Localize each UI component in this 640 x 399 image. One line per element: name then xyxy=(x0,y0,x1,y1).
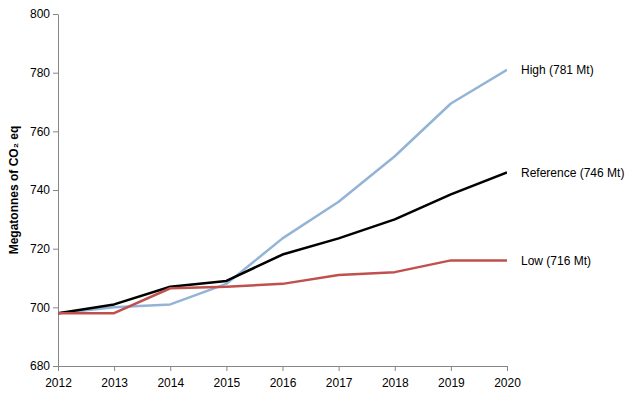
series-label: Reference (746 Mt) xyxy=(521,166,624,180)
tick-mark xyxy=(283,366,284,371)
tick-label: 720 xyxy=(30,242,50,256)
tick: 720 xyxy=(30,242,58,256)
tick: 2017 xyxy=(326,366,353,390)
tick-mark xyxy=(507,366,508,371)
tick-mark xyxy=(53,249,58,250)
tick-mark xyxy=(451,366,452,371)
series-label: High (781 Mt) xyxy=(521,63,594,77)
tick: 2018 xyxy=(382,366,409,390)
tick-mark xyxy=(53,14,58,15)
series-line xyxy=(58,260,507,313)
tick: 2015 xyxy=(214,366,241,390)
tick: 2019 xyxy=(438,366,465,390)
y-axis-title: Megatonnes of CO₂ eq xyxy=(7,126,21,255)
plot: 2012 2013 2014 2015 2016 2017 2018 2019 2020 680 7… xyxy=(30,7,624,390)
tick-mark xyxy=(170,366,171,371)
series-line xyxy=(58,172,507,313)
tick-mark xyxy=(114,366,115,371)
tick-label: 740 xyxy=(30,183,50,197)
tick-label: 2015 xyxy=(214,376,241,390)
tick-label: 2012 xyxy=(45,376,72,390)
tick-label: 2016 xyxy=(270,376,297,390)
tick: 700 xyxy=(30,301,58,315)
series-group xyxy=(58,70,507,313)
tick: 800 xyxy=(30,7,58,21)
tick-mark xyxy=(53,190,58,191)
tick-label: 2018 xyxy=(382,376,409,390)
tick: 740 xyxy=(30,183,58,197)
tick-mark xyxy=(58,366,59,371)
series-label: Low (716 Mt) xyxy=(521,254,591,268)
tick: 2020 xyxy=(494,366,521,390)
tick-label: 2017 xyxy=(326,376,353,390)
tick-mark xyxy=(53,73,58,74)
tick-label: 2019 xyxy=(438,376,465,390)
tick-label: 780 xyxy=(30,66,50,80)
chart: 2012 2013 2014 2015 2016 2017 2018 2019 2020 680 7… xyxy=(0,0,640,399)
tick: 2014 xyxy=(157,366,184,390)
tick-label: 760 xyxy=(30,125,50,139)
tick-label: 800 xyxy=(30,7,50,21)
tick-label: 2014 xyxy=(157,376,184,390)
tick-mark xyxy=(53,307,58,308)
tick-mark xyxy=(226,366,227,371)
tick-label: 680 xyxy=(30,359,50,373)
y-axis: 680 700 720 740 760 780 800 xyxy=(30,7,59,373)
tick-mark xyxy=(339,366,340,371)
tick-mark xyxy=(53,366,58,367)
series-labels: High (781 Mt) Reference (746 Mt) Low (716 … xyxy=(521,63,624,268)
tick-mark xyxy=(395,366,396,371)
tick-label: 700 xyxy=(30,301,50,315)
tick-label: 2020 xyxy=(494,376,521,390)
tick: 780 xyxy=(30,66,58,80)
x-axis: 2012 2013 2014 2015 2016 2017 2018 2019 2020 xyxy=(45,366,521,390)
tick: 680 xyxy=(30,359,58,373)
tick-mark xyxy=(53,131,58,132)
tick: 2016 xyxy=(270,366,297,390)
tick: 2013 xyxy=(101,366,128,390)
series-line xyxy=(58,70,507,313)
tick: 760 xyxy=(30,125,58,139)
tick-label: 2013 xyxy=(101,376,128,390)
